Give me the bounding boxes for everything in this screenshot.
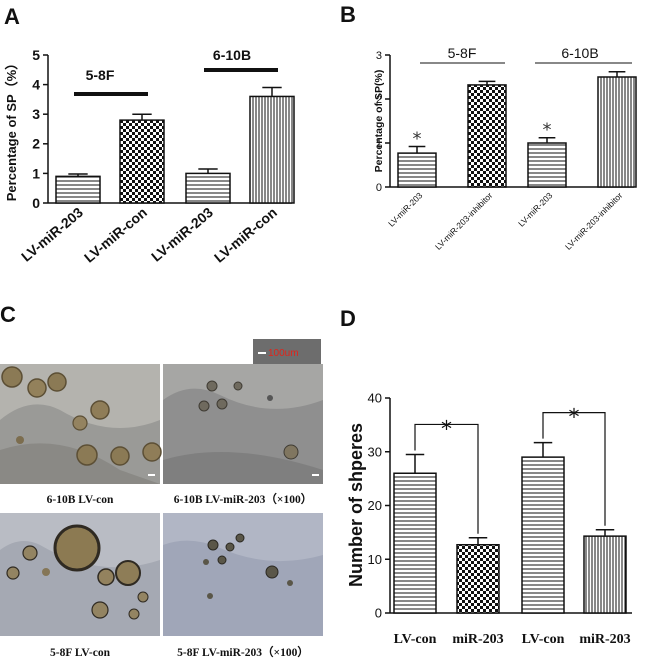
bar <box>456 543 500 614</box>
panel-letter-a: A <box>4 4 20 29</box>
bar <box>583 535 627 614</box>
y-tick-label: 10 <box>368 552 382 567</box>
y-tick-label: 1 <box>376 138 382 150</box>
bar <box>467 84 507 188</box>
x-tick-label: LV-con <box>522 632 565 647</box>
x-tick-label: LV-miR-con <box>81 204 150 266</box>
scale-bar-label: 100um <box>268 348 299 359</box>
group-label: 5-8F <box>86 67 115 83</box>
bar <box>393 472 437 614</box>
group-label: 6-10B <box>213 47 251 63</box>
comparison-bracket <box>542 412 606 526</box>
x-tick-label: LV-miR-203 <box>148 204 216 265</box>
comparison-marker: * <box>569 406 580 431</box>
micrographs-panel: 100um 6-1 <box>0 339 323 659</box>
bar <box>521 456 565 614</box>
y-tick-label: 40 <box>368 391 382 406</box>
group-label: 5-8F <box>448 45 477 61</box>
x-tick-label: LV-miR-203 <box>18 204 86 265</box>
y-tick-label: 0 <box>376 182 382 194</box>
y-tick-label: 3 <box>32 106 40 122</box>
x-tick-label: LV-miR-con <box>211 204 280 266</box>
y-tick-label: 30 <box>368 444 382 459</box>
y-axis-label: Percentage of SP(%) <box>373 70 385 173</box>
bar <box>249 95 295 204</box>
y-tick-label: 2 <box>376 94 382 106</box>
x-tick-label: LV-miR-203 <box>516 190 555 229</box>
x-tick-label: LV-con <box>394 632 437 647</box>
bar <box>597 76 637 188</box>
y-tick-label: 4 <box>32 77 40 93</box>
x-tick-label: miR-203 <box>579 632 630 647</box>
caption-6-10b-lv-mir-203: 6-10B LV-miR-203（×100） <box>174 492 312 506</box>
bar <box>185 172 231 204</box>
x-tick-label: LV-miR-203-inhibitor <box>563 190 625 252</box>
caption-5-8f-lv-mir-203: 5-8F LV-miR-203（×100） <box>177 645 309 659</box>
bar <box>55 175 101 204</box>
significance-marker: * <box>413 129 422 150</box>
y-tick-label: 20 <box>368 498 382 513</box>
panel-letter-c: C <box>0 302 16 327</box>
y-tick-label: 1 <box>32 165 40 181</box>
panel-letter-d: D <box>340 306 356 331</box>
y-tick-label: 5 <box>32 47 40 63</box>
comparison-marker: * <box>441 417 452 442</box>
bar <box>527 142 567 188</box>
y-axis-label: Number of shperes <box>346 423 366 587</box>
micrograph-6-10b-lv-con <box>0 364 162 484</box>
y-tick-label: 3 <box>376 50 382 62</box>
x-tick-label: miR-203 <box>452 632 503 647</box>
y-tick-label: 2 <box>32 136 40 152</box>
chart-d: 0 10 20 30 40 Number of shperes LV-con miR-203 L… <box>346 391 632 647</box>
group-label: 6-10B <box>561 45 598 61</box>
significance-marker: * <box>543 120 552 141</box>
y-tick-label: 0 <box>375 606 382 621</box>
bar <box>397 152 437 188</box>
scale-bar: 100um <box>253 339 321 364</box>
panel-letter-b: B <box>340 2 356 27</box>
x-tick-label: LV-miR-203-inhibitor <box>433 190 495 252</box>
x-tick-label: LV-miR-203 <box>386 190 425 229</box>
micrograph-6-10b-lv-mir-203 <box>163 364 323 484</box>
micrograph-5-8f-lv-mir-203 <box>163 513 323 636</box>
chart-b: 0 1 2 3 Percentage of SP(%) LV-miR-203 * LV-miR… <box>373 45 637 252</box>
comparison-bracket <box>414 423 479 534</box>
caption-5-8f-lv-con: 5-8F LV-con <box>50 647 111 659</box>
micrograph-5-8f-lv-con <box>0 513 160 636</box>
y-tick-label: 0 <box>32 195 40 211</box>
bar <box>119 119 165 204</box>
caption-6-10b-lv-con: 6-10B LV-con <box>47 494 114 506</box>
y-axis-label: Percentage of SP（%） <box>4 57 19 202</box>
